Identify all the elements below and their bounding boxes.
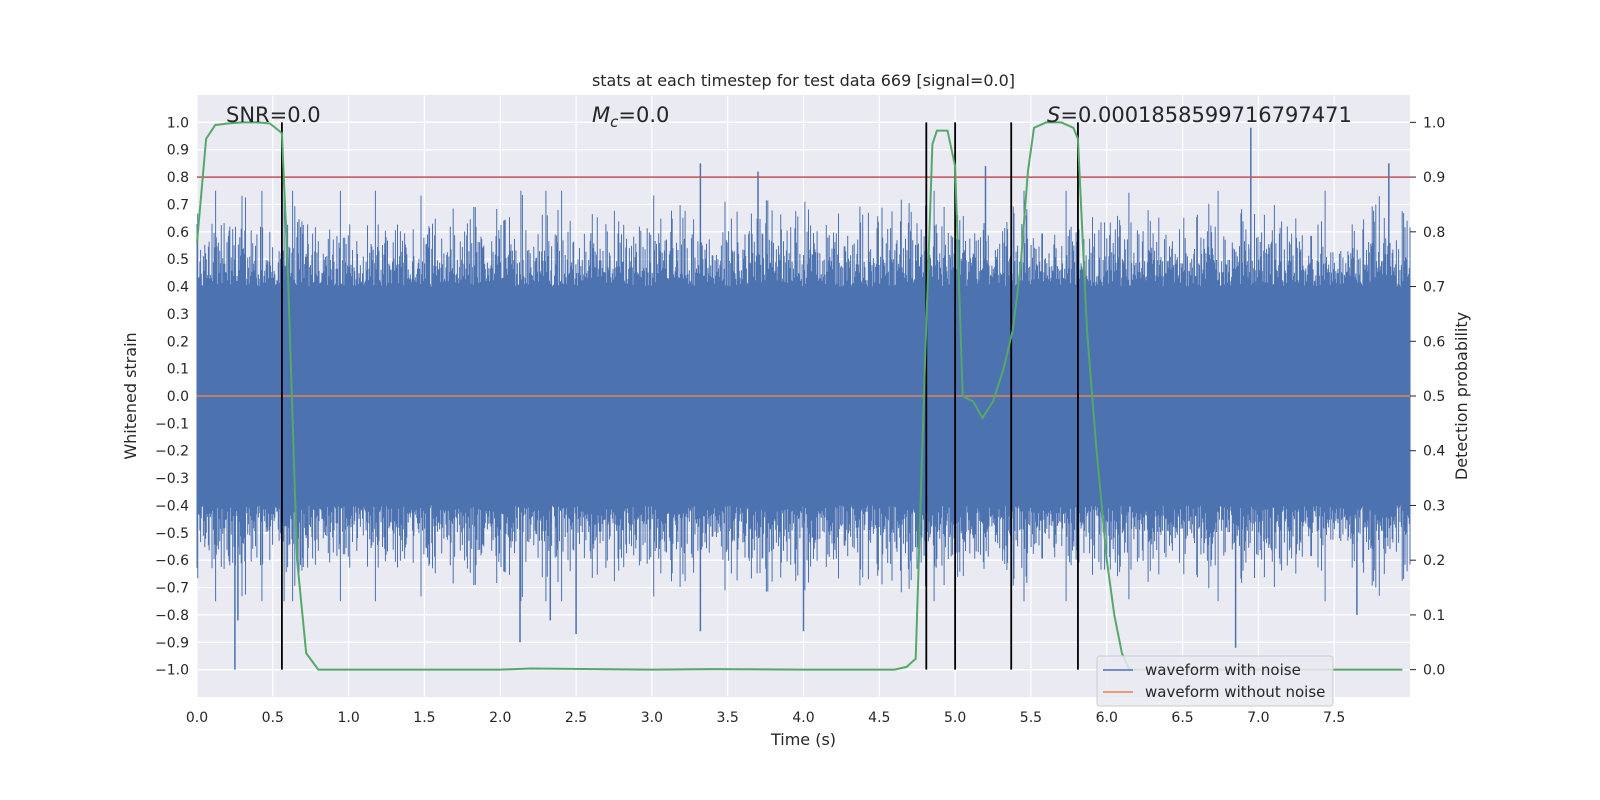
y-tick-label: −0.2 [155, 444, 189, 460]
y-tick-label: 0.8 [167, 170, 189, 186]
legend-entry-clean: waveform without noise [1145, 683, 1325, 701]
x-tick-label: 3.5 [717, 710, 739, 726]
x-tick-label: 2.5 [565, 710, 587, 726]
annotation-chirp-mass-symbol: M [592, 103, 610, 127]
legend-entry-noise: waveform with noise [1145, 661, 1301, 679]
y-tick-label: 0.6 [167, 225, 189, 241]
annotation-chirp-mass-subscript: c [610, 113, 619, 131]
y-tick-label: 0.4 [167, 280, 189, 296]
y-tick-label: −0.8 [155, 608, 189, 624]
y-tick-label: −0.5 [155, 526, 189, 542]
x-axis-label: Time (s) [770, 730, 836, 749]
y-tick-label: 0.7 [167, 197, 189, 213]
x-tick-label: 0.5 [262, 710, 284, 726]
x-tick-label: 6.5 [1171, 710, 1193, 726]
y-tick-label: −0.6 [155, 553, 189, 569]
x-tick-label: 4.0 [792, 710, 814, 726]
y-axis-label: Whitened strain [121, 332, 140, 459]
y-tick-label: 0.1 [167, 362, 189, 378]
y-right-tick-label: 1.0 [1423, 115, 1445, 131]
x-tick-label: 1.5 [413, 710, 435, 726]
x-tick-label: 5.0 [944, 710, 966, 726]
x-tick-label: 2.0 [489, 710, 511, 726]
y-right-tick-label: 0.2 [1423, 553, 1445, 569]
x-tick-label: 6.0 [1096, 710, 1118, 726]
y-tick-label: 0.9 [167, 143, 189, 159]
y-right-tick-label: 0.6 [1423, 334, 1445, 350]
y-right-tick-label: 0.1 [1423, 608, 1445, 624]
y-right-tick-label: 0.4 [1423, 444, 1445, 460]
annotation-chirp-mass-value: =0.0 [618, 103, 669, 127]
y-tick-label: 1.0 [167, 115, 189, 131]
y-right-tick-label: 0.7 [1423, 280, 1445, 296]
y-tick-label: 0.5 [167, 252, 189, 268]
y-tick-label: −0.9 [155, 635, 189, 651]
annotation-statistic: S=0.0001858599716797471 [1047, 103, 1352, 127]
annotation-statistic-symbol: S [1047, 103, 1060, 127]
annotation-statistic-value: =0.0001858599716797471 [1060, 103, 1352, 127]
noise-spikes [234, 127, 1390, 670]
x-tick-label: 3.0 [641, 710, 663, 726]
y-right-tick-label: 0.8 [1423, 225, 1445, 241]
y-right-tick-label: 0.3 [1423, 498, 1445, 514]
y-right-tick-label: 0.9 [1423, 170, 1445, 186]
x-tick-label: 4.5 [868, 710, 890, 726]
annotation-snr: SNR=0.0 [226, 103, 321, 127]
x-tick-label: 5.5 [1020, 710, 1042, 726]
x-tick-label: 7.0 [1247, 710, 1269, 726]
series-detection-probability [196, 121, 1403, 671]
x-tick-label: 0.0 [186, 710, 208, 726]
y-tick-label: 0.3 [167, 307, 189, 323]
y-tick-label: −0.4 [155, 498, 189, 514]
x-tick-label: 1.0 [337, 710, 359, 726]
y-tick-label: 0.0 [167, 389, 189, 405]
y-tick-label: −1.0 [155, 663, 189, 679]
annotation-chirp-mass: Mc=0.0 [592, 103, 669, 131]
chart-title: stats at each timestep for test data 669… [592, 71, 1015, 90]
y-tick-label: −0.7 [155, 581, 189, 597]
y-right-tick-label: 0.5 [1423, 389, 1445, 405]
y-tick-label: −0.1 [155, 416, 189, 432]
series-lines [196, 121, 1410, 671]
y-right-tick-label: 0.0 [1423, 663, 1445, 679]
x-tick-label: 7.5 [1323, 710, 1345, 726]
legend: waveform with noise waveform without noi… [1096, 655, 1334, 707]
y-axis-right-label: Detection probability [1452, 312, 1471, 480]
y-tick-label: 0.2 [167, 334, 189, 350]
axes: 0.0 0.5 1.0 1.5 2.0 2.5 3.0 3.5 4.0 4.5 5.0 5.5 6.0 6… [155, 115, 1445, 726]
legend-box [1096, 655, 1334, 707]
y-tick-label: −0.3 [155, 471, 189, 487]
